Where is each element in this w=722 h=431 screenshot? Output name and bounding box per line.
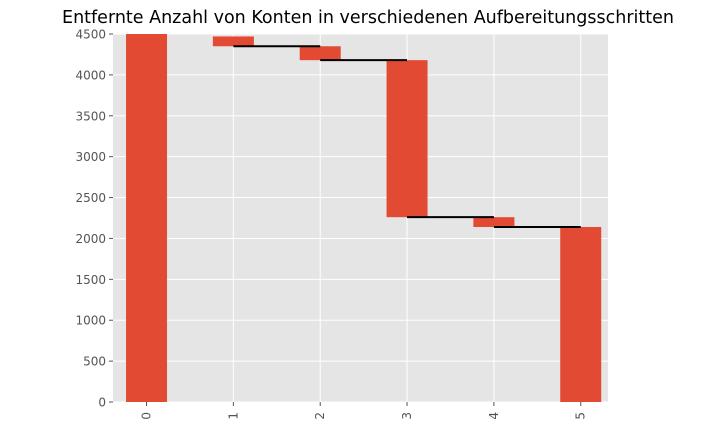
y-tick-label: 3500	[75, 109, 106, 123]
bar-5	[560, 226, 602, 402]
x-tick-label: 4	[487, 412, 501, 420]
y-tick-label: 4500	[75, 28, 106, 42]
y-tick-labels: 0 500 1000 1500 2000 2500 3000 3500 4000 4500	[75, 28, 113, 410]
y-tick-label: 1000	[75, 314, 106, 328]
bar-3	[386, 60, 428, 218]
x-tick-label: 2	[313, 412, 327, 420]
y-tick-label: 4000	[75, 68, 106, 82]
x-tick-label: 1	[226, 412, 240, 420]
y-tick-label: 0	[98, 396, 106, 410]
y-tick-label: 2500	[75, 191, 106, 205]
bar-2	[299, 46, 341, 61]
bar-4	[473, 217, 515, 227]
y-tick-label: 1500	[75, 273, 106, 287]
x-tick-label: 0	[140, 412, 154, 420]
bars	[126, 34, 602, 402]
chart-title: Entfernte Anzahl von Konten in verschied…	[62, 8, 674, 28]
x-tick-label: 3	[400, 412, 414, 420]
y-tick-label: 2000	[75, 232, 106, 246]
bar-0	[126, 34, 168, 402]
y-tick-label: 3000	[75, 150, 106, 164]
x-tick-label: 5	[574, 412, 588, 420]
bar-1	[212, 36, 254, 47]
y-tick-label: 500	[83, 355, 106, 369]
x-tick-labels: 0 1 2 3 4 5	[140, 402, 588, 420]
plot-background	[113, 34, 608, 402]
connector-lines	[233, 45, 581, 228]
